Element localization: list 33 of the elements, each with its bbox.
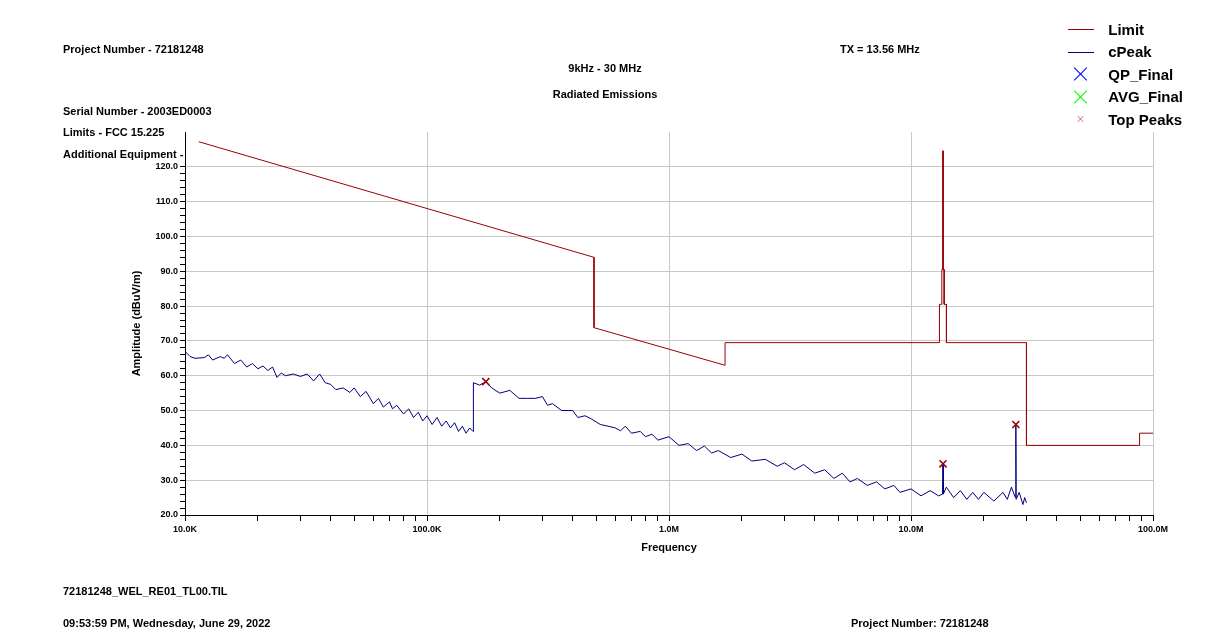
legend-label: Limit (1108, 20, 1145, 38)
y-tick-label: 40.0 (160, 439, 178, 450)
legend-label: cPeak (1108, 43, 1152, 61)
y-tick-label: 90.0 (160, 265, 178, 276)
y-tick-label: 20.0 (160, 509, 178, 520)
text: Limits - FCC 15.225 (63, 126, 165, 138)
chart-subtitle: Radiated Emissions (552, 88, 658, 100)
y-tick-label: 100.0 (155, 230, 178, 241)
x-tick-label: 100.0K (412, 523, 443, 534)
y-tick-label: 110.0 (155, 196, 178, 207)
y-tick-label: 50.0 (160, 405, 178, 416)
legend-label: AVG_Final (1108, 88, 1183, 106)
text: Additional Equipment - (63, 148, 184, 160)
y-tick-label: 120.0 (155, 161, 178, 172)
chart-title: 9kHz - 30 MHz (568, 62, 642, 74)
legend-label: QP_Final (1108, 65, 1174, 83)
legend-label: Top Peaks (1108, 110, 1183, 128)
text: 09:53:59 PM, Wednesday, June 29, 2022 (63, 617, 271, 629)
text: Serial Number - 2003ED0003 (63, 105, 212, 117)
x-tick-label: 1.0M (658, 523, 680, 534)
y-axis-title: Amplitude (dBuV/m) (129, 270, 142, 377)
text: Project Number: 72181248 (851, 617, 989, 629)
text: TX = 13.56 MHz (840, 43, 920, 55)
x-axis-title: Frequency (641, 541, 698, 554)
text: 72181248_WEL_RE01_TL00.TIL (63, 585, 228, 597)
x-tick-label: 10.0K (172, 523, 198, 534)
y-tick-label: 60.0 (160, 370, 178, 381)
x-tick-label: 100.0M (1137, 523, 1169, 534)
x-tick-label: 10.0M (898, 523, 924, 534)
y-tick-label: 30.0 (160, 474, 178, 485)
y-tick-label: 70.0 (160, 335, 178, 346)
text: Project Number - 72181248 (63, 43, 204, 55)
y-tick-label: 80.0 (160, 300, 178, 311)
